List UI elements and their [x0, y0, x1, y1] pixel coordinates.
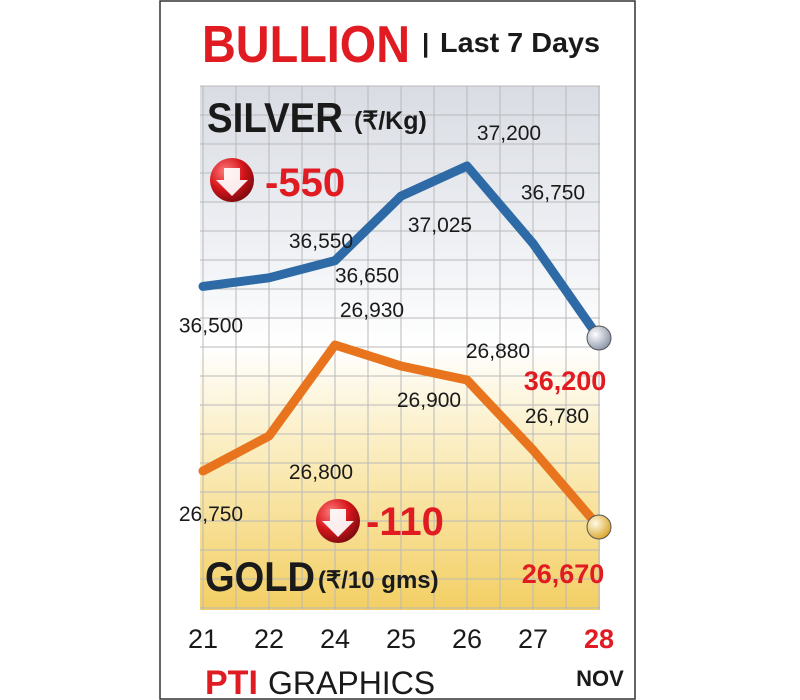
- end-point-marker: [586, 514, 612, 540]
- gold-unit: (₹/10 gms): [318, 567, 439, 594]
- month-label: NOV: [576, 666, 624, 691]
- footer-graphics-text: GRAPHICS: [268, 665, 435, 700]
- data-label: 36,500: [179, 314, 243, 337]
- data-label: 37,200: [477, 122, 541, 145]
- data-label: 36,550: [289, 230, 353, 253]
- gold-down-arrow-icon: [316, 499, 360, 543]
- silver-change: -550: [265, 161, 345, 205]
- x-tick-label: 22: [254, 624, 284, 654]
- x-axis-ticks: 21 22 24 25 26 27 28: [188, 624, 614, 654]
- data-label: 37,025: [408, 214, 472, 237]
- x-tick-label: 28: [584, 624, 614, 654]
- data-label-latest: 26,670: [522, 559, 605, 589]
- series-line: [198, 161, 604, 343]
- data-label: 26,900: [397, 389, 461, 412]
- silver-unit: (₹/Kg): [354, 107, 427, 135]
- x-tick-label: 27: [518, 624, 548, 654]
- gold-title: GOLD: [205, 553, 315, 600]
- title-separator: |: [422, 28, 429, 58]
- gold-series: 26,750 26,800 26,930 26,900 26,880 26,780 26,6…: [179, 299, 612, 589]
- data-label: 26,930: [340, 299, 404, 322]
- data-label: 36,650: [335, 265, 399, 288]
- data-label: 36,750: [521, 181, 585, 204]
- data-label: 26,750: [179, 503, 243, 526]
- end-point-marker: [586, 325, 612, 351]
- x-tick-label: 26: [452, 624, 482, 654]
- silver-down-arrow-icon: [210, 158, 254, 202]
- data-label-latest: 36,200: [524, 366, 607, 396]
- chart-subtitle: Last 7 Days: [440, 27, 600, 58]
- silver-title: SILVER: [207, 94, 343, 141]
- x-tick-label: 24: [320, 624, 350, 654]
- x-tick-label: 21: [188, 624, 218, 654]
- chart-title: BULLION: [202, 16, 410, 74]
- x-tick-label: 25: [386, 624, 416, 654]
- series-line: [198, 340, 604, 532]
- gold-change: -110: [366, 500, 444, 544]
- data-label: 26,800: [289, 461, 353, 484]
- data-label: 26,780: [525, 405, 589, 428]
- silver-series: 36,500 36,550 36,650 37,025 37,200 36,750 36,2…: [179, 122, 612, 396]
- data-label: 26,880: [466, 340, 530, 363]
- pti-logo-text: PTI: [205, 664, 258, 700]
